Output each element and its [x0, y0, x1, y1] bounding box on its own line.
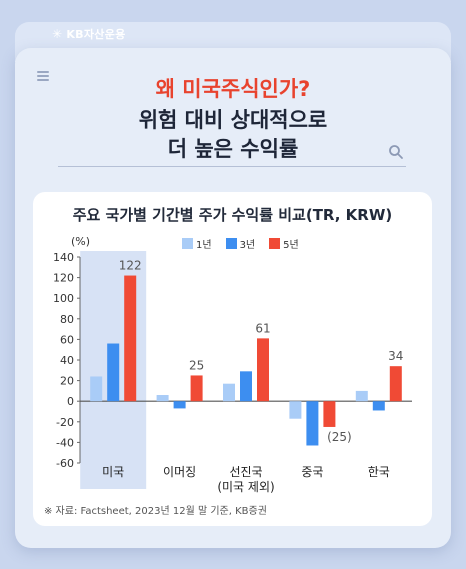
source-footnote: ※ 자료: Factsheet, 2023년 12월 말 기준, KB증권 — [44, 506, 267, 517]
category-sublabel: (미국 제외) — [217, 480, 274, 494]
y-unit-label: (%) — [71, 235, 91, 248]
y-tick-label: 20 — [60, 375, 74, 388]
y-tick-label: 40 — [60, 354, 74, 367]
search-underline — [58, 166, 406, 167]
headline-line3: 더 높은 수익률 — [167, 137, 299, 161]
data-label: 122 — [119, 259, 142, 273]
data-label: 25 — [189, 358, 204, 372]
legend-swatch-3y — [225, 238, 237, 249]
headline-question: 왜 미국주식인가? — [155, 77, 311, 101]
category-label: 선진국 — [229, 465, 262, 479]
bar-1y — [156, 395, 169, 402]
brand-logo: ✳ KB자산운용 — [52, 26, 126, 42]
bar-1y — [223, 383, 235, 402]
bar-5y — [257, 338, 269, 402]
chart-title: 주요 국가별 기간별 주가 수익률 비교(TR, KRW) — [72, 206, 393, 224]
headline-line2: 위험 대비 상대적으로 — [138, 108, 328, 132]
category-label: 중국 — [301, 465, 323, 479]
data-label: 61 — [255, 321, 270, 335]
legend-item-1y: 1년 — [182, 236, 212, 251]
bar-5y — [323, 401, 336, 427]
legend-item-3y: 3년 — [225, 236, 256, 251]
bar-3y — [107, 343, 120, 402]
menu-icon[interactable] — [37, 71, 49, 81]
y-tick-label: 100 — [53, 292, 74, 305]
legend-item-5y: 5년 — [269, 236, 299, 251]
bar-5y — [124, 275, 137, 402]
y-tick-label: -40 — [56, 436, 74, 449]
bar-3y — [372, 401, 385, 411]
bar-5y — [389, 366, 402, 402]
legend-swatch-5y — [269, 238, 281, 249]
category-label: 이머징 — [163, 465, 196, 479]
y-tick-label: -20 — [56, 416, 74, 429]
y-tick-label: 120 — [53, 272, 74, 285]
category-label: 미국 — [102, 465, 124, 479]
legend-label-1y: 1년 — [196, 240, 212, 251]
chart-legend: 1년 3년 5년 — [182, 236, 299, 251]
bar-5y — [190, 375, 203, 402]
bar-1y — [289, 401, 302, 419]
kb-star-icon: ✳ — [52, 27, 63, 41]
y-tick-label: 60 — [60, 333, 74, 346]
bar-1y — [355, 390, 368, 402]
bar-1y — [90, 376, 103, 402]
bar-3y — [173, 401, 186, 409]
y-tick-label: 140 — [53, 251, 74, 264]
y-tick-label: 80 — [60, 313, 74, 326]
y-tick-label: -60 — [56, 457, 74, 470]
bar-3y — [240, 371, 252, 402]
bar-3y — [306, 401, 319, 446]
y-tick-label: 0 — [67, 395, 74, 408]
legend-swatch-1y — [182, 238, 193, 249]
category-label: 한국 — [368, 465, 390, 479]
legend-label-3y: 3년 — [239, 240, 256, 251]
data-label: 34 — [388, 349, 403, 363]
search-icon[interactable] — [388, 144, 404, 160]
legend-label-5y: 5년 — [283, 240, 299, 251]
data-label: (25) — [327, 430, 352, 444]
brand-name: KB자산운용 — [66, 28, 126, 41]
